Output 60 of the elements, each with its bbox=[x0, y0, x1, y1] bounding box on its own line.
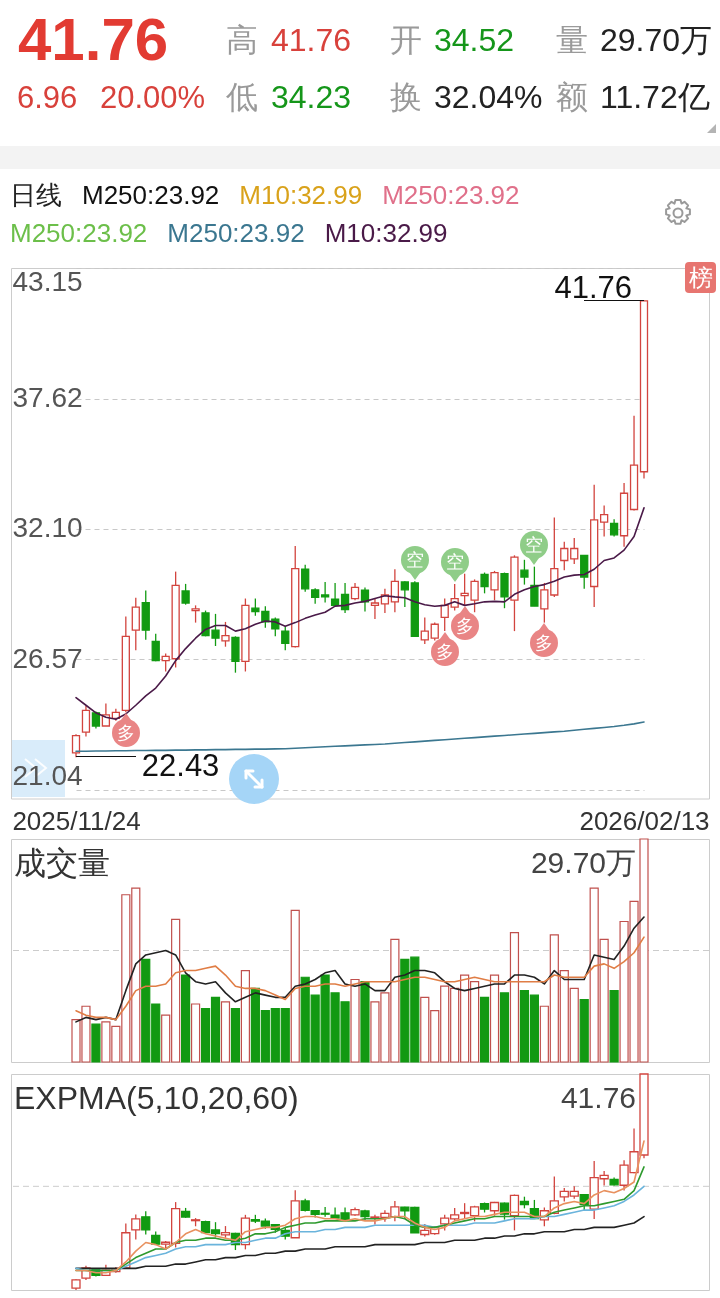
bar bbox=[360, 980, 370, 1063]
y-tick-label: 21.04 bbox=[12, 759, 83, 790]
y-tick-label: 37.62 bbox=[12, 381, 83, 413]
bar bbox=[230, 1007, 241, 1063]
text: 34.52 bbox=[434, 22, 515, 58]
text: 量 bbox=[556, 22, 588, 58]
text: 6.96 bbox=[17, 79, 78, 115]
chart-title: EXPMA(5,10,20,60) bbox=[14, 1080, 299, 1116]
text: 20.00% bbox=[100, 79, 206, 115]
legend-label: M250:23.92 bbox=[82, 179, 220, 212]
annotation: 空 bbox=[520, 531, 549, 560]
annotation: 空 bbox=[440, 548, 469, 577]
bar bbox=[499, 991, 510, 1063]
bar bbox=[479, 996, 490, 1063]
text: M10:32.99 bbox=[324, 217, 448, 250]
legend-label: M250:23.92 bbox=[382, 179, 520, 212]
bar bbox=[579, 998, 589, 1063]
text: 29.70万 bbox=[600, 22, 713, 58]
y-tick-label: 43.15 bbox=[12, 265, 83, 296]
annotation: 41.76 bbox=[560, 1081, 636, 1114]
text: 榜 bbox=[685, 261, 716, 293]
text: 高 bbox=[226, 22, 258, 58]
annotation: 41.76 bbox=[554, 269, 632, 305]
text: 低 bbox=[226, 79, 258, 115]
bar bbox=[240, 969, 250, 1063]
annotation: 多 bbox=[430, 637, 459, 666]
bar bbox=[290, 909, 300, 1063]
text: 32.04% bbox=[434, 79, 543, 115]
text: 41.76 bbox=[18, 6, 169, 73]
text: 11.72亿 bbox=[600, 79, 710, 115]
bar bbox=[220, 1000, 231, 1063]
text: 换 bbox=[390, 79, 422, 115]
legend-label: M250:23.92 bbox=[10, 217, 148, 250]
bar bbox=[509, 931, 520, 1063]
bar bbox=[350, 978, 360, 1063]
candlestick bbox=[141, 1210, 151, 1236]
bar bbox=[609, 989, 619, 1063]
text: 41.76 bbox=[271, 22, 352, 58]
annotation: 29.70万 bbox=[530, 845, 636, 879]
chart-title: 成交量 bbox=[14, 844, 110, 881]
y-tick-label: 32.10 bbox=[12, 511, 83, 543]
annotation: 多 bbox=[530, 629, 559, 658]
x-tick-label: 2026/02/13 bbox=[579, 805, 710, 836]
bar bbox=[489, 973, 500, 1063]
annotation: 多 bbox=[111, 718, 140, 747]
candlestick bbox=[131, 1213, 141, 1241]
bar bbox=[91, 1022, 101, 1063]
text: 34.23 bbox=[271, 79, 352, 115]
text: 开 bbox=[390, 22, 422, 58]
bar bbox=[190, 1002, 201, 1063]
annotation: 多 bbox=[450, 611, 479, 640]
x-tick-label: 2025/11/24 bbox=[12, 805, 141, 836]
text: 额 bbox=[556, 79, 588, 115]
annotation: 22.43 bbox=[141, 747, 220, 783]
text: M250:23.92 bbox=[167, 217, 305, 250]
bar bbox=[181, 973, 191, 1063]
legend-label: M10:32.99 bbox=[239, 179, 363, 212]
annotation: 空 bbox=[400, 545, 429, 574]
y-tick-label: 26.57 bbox=[12, 642, 83, 674]
legend-title: 日线 bbox=[10, 179, 62, 212]
